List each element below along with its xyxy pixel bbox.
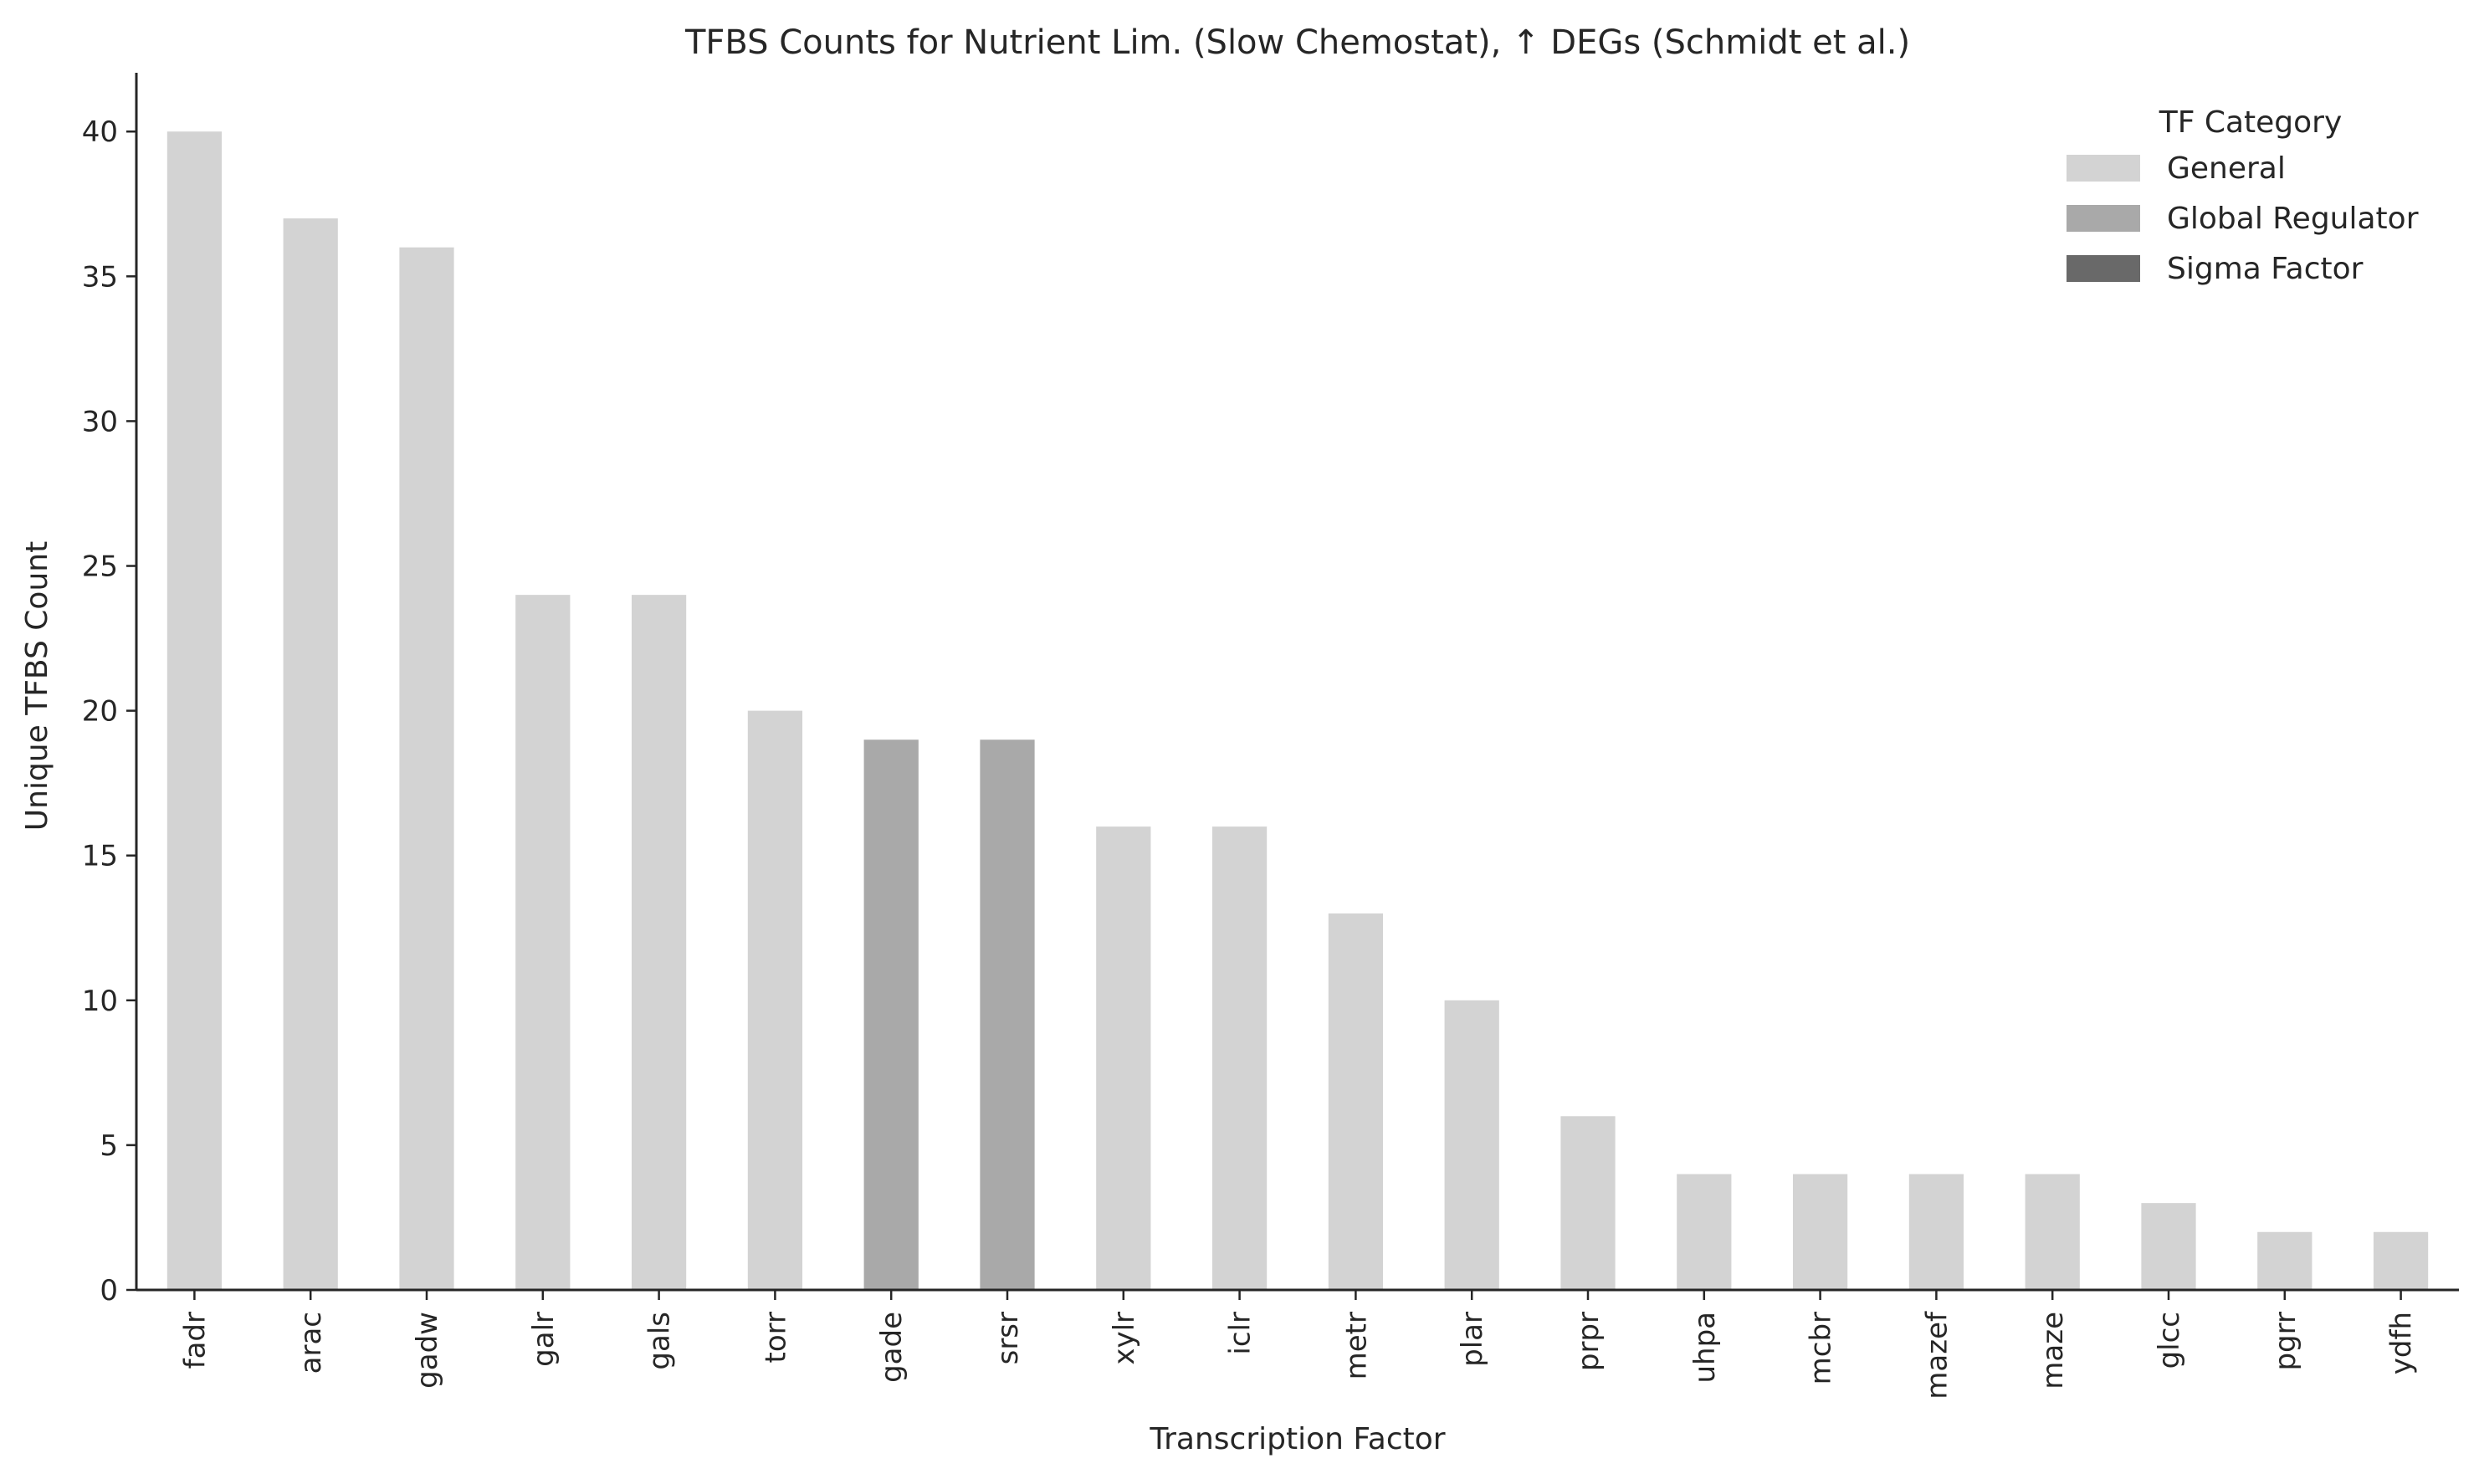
y-tick-label-0: 0 (100, 1274, 118, 1307)
x-tick-label-plar: plar (1456, 1312, 1489, 1367)
bar-arac (283, 218, 338, 1291)
bar-gade (863, 739, 919, 1290)
y-tick-label-5: 5 (100, 1129, 118, 1163)
x-axis-label: Transcription Factor (1149, 1422, 1445, 1456)
bar-fadr (166, 131, 223, 1291)
bar-prpr (1560, 1116, 1616, 1290)
bar-mcbr (1792, 1174, 1848, 1290)
x-tick-label-iclr: iclr (1224, 1312, 1257, 1355)
y-tick-label-20: 20 (82, 695, 118, 729)
legend-label-global-regulator: Global Regulator (2167, 202, 2419, 236)
bar-srsr (980, 739, 1035, 1290)
bar-ydfh (2373, 1231, 2429, 1290)
x-axis: fadr arac gadw galr gals torr gade srsr xylr iclr… (136, 1288, 2459, 1400)
bar-metr (1328, 913, 1384, 1290)
plot-area (166, 131, 2429, 1291)
x-tick-label-mcbr: mcbr (1805, 1312, 1838, 1384)
x-tick-label-srsr: srsr (991, 1312, 1025, 1364)
bar-galr (515, 595, 571, 1290)
legend-swatch-sigma-factor (2067, 255, 2140, 282)
x-tick-label-mazef: mazef (1920, 1311, 1954, 1400)
bar-pgrr (2257, 1231, 2312, 1290)
x-tick-label-pgrr: pgrr (2269, 1312, 2302, 1371)
bar-maze (2025, 1174, 2080, 1290)
x-tick-label-ydfh: ydfh (2385, 1312, 2419, 1374)
bar-plar (1444, 1000, 1499, 1290)
legend: TF Category General Global Regulator Sigma… (2067, 105, 2419, 286)
x-tick-label-gals: gals (643, 1312, 677, 1370)
bar-mazef (1908, 1174, 1964, 1290)
y-tick-label-40: 40 (82, 115, 118, 149)
y-axis: 0 5 10 15 20 25 30 35 40 (82, 73, 138, 1307)
x-tick-label-galr: galr (527, 1312, 561, 1367)
y-tick-label-30: 30 (82, 405, 118, 438)
bar-uhpa (1677, 1174, 1732, 1290)
x-tick-label-gadw: gadw (411, 1312, 444, 1389)
x-tick-label-glcc: glcc (2153, 1312, 2186, 1369)
x-tick-label-fadr: fadr (178, 1312, 212, 1369)
x-tick-label-arac: arac (294, 1312, 328, 1374)
legend-label-general: General (2167, 151, 2286, 186)
x-tick-label-torr: torr (759, 1312, 792, 1364)
bar-torr (747, 710, 803, 1290)
y-tick-label-10: 10 (82, 985, 118, 1018)
bar-iclr (1211, 826, 1268, 1290)
legend-swatch-global-regulator (2067, 205, 2140, 232)
bar-gadw (399, 247, 454, 1290)
x-tick-label-uhpa: uhpa (1688, 1312, 1722, 1384)
chart-title: TFBS Counts for Nutrient Lim. (Slow Chem… (684, 23, 1910, 62)
x-tick-label-gade: gade (875, 1312, 909, 1383)
bar-gals (631, 595, 687, 1290)
x-tick-label-xylr: xylr (1108, 1312, 1141, 1365)
legend-title: TF Category (2159, 105, 2343, 140)
bar-xylr (1096, 826, 1151, 1290)
y-tick-label-35: 35 (82, 260, 118, 294)
x-tick-label-metr: metr (1339, 1312, 1373, 1379)
y-tick-label-15: 15 (82, 840, 118, 873)
x-tick-label-maze: maze (2036, 1312, 2070, 1389)
bar-glcc (2141, 1203, 2196, 1290)
x-tick-label-prpr: prpr (1572, 1312, 1606, 1371)
y-tick-label-25: 25 (82, 550, 118, 584)
y-axis-label: Unique TFBS Count (20, 541, 54, 831)
legend-label-sigma-factor: Sigma Factor (2167, 252, 2364, 286)
legend-swatch-general (2067, 155, 2140, 182)
